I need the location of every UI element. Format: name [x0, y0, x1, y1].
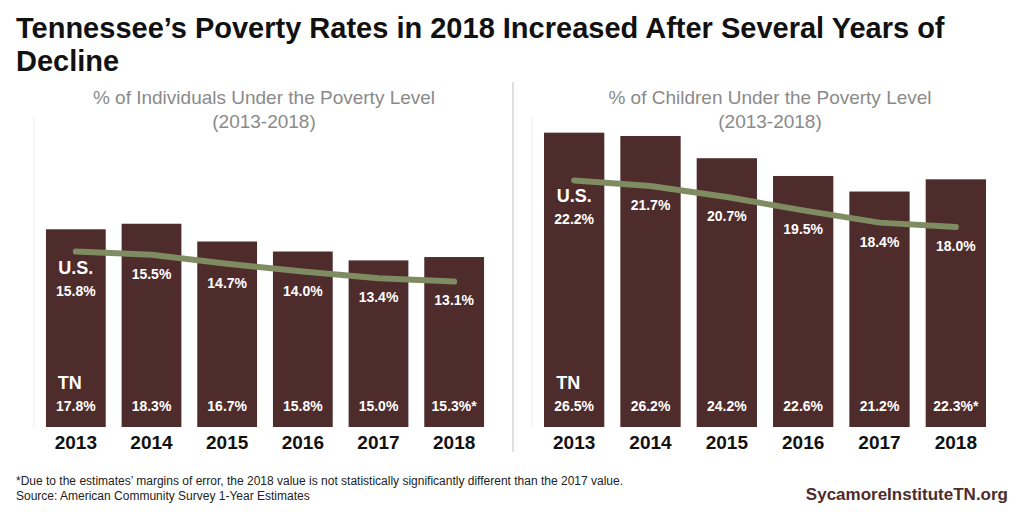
data-label: 15.5% [132, 266, 172, 282]
data-label: 15.0% [359, 398, 399, 414]
bar [273, 252, 333, 427]
data-label: 14.7% [207, 275, 247, 291]
y-axis-line [34, 116, 35, 427]
series-name: U.S. [58, 258, 93, 278]
bar [926, 179, 986, 427]
main-title: Tennessee’s Poverty Rates in 2018 Increa… [16, 12, 966, 78]
data-label: 16.7% [207, 398, 247, 414]
data-label: 26.2% [631, 398, 671, 414]
x-tick-label: 2013 [55, 432, 97, 453]
panel-title: % of Individuals Under the Poverty Level [93, 87, 435, 108]
series-name: U.S. [557, 186, 592, 206]
panel-subtitle: (2013-2018) [718, 111, 822, 132]
bar [544, 133, 604, 427]
divider [513, 82, 514, 452]
x-tick-label: 2018 [433, 432, 475, 453]
x-tick-label: 2018 [935, 432, 977, 453]
data-label: 13.1% [434, 292, 474, 308]
bar [197, 242, 257, 427]
plot-area [46, 224, 484, 427]
bar [349, 260, 409, 427]
data-label: 17.8% [56, 398, 96, 414]
data-label: 20.7% [707, 208, 747, 224]
data-label: 18.4% [860, 234, 900, 250]
data-label: 15.8% [56, 283, 96, 299]
data-label: 26.5% [554, 398, 594, 414]
series-name: TN [58, 373, 82, 393]
line [76, 252, 454, 282]
x-tick-label: 2015 [206, 432, 249, 453]
data-label: 24.2% [707, 398, 747, 414]
footnote: Source: American Community Survey 1-Year… [16, 489, 310, 503]
data-label: 14.0% [283, 283, 323, 299]
chart-canvas: % of Individuals Under the Poverty Level… [0, 0, 1024, 512]
footnote: *Due to the estimates’ margins of error,… [16, 474, 623, 488]
data-label: 21.2% [860, 398, 900, 414]
line [574, 180, 956, 227]
x-tick-label: 2013 [553, 432, 595, 453]
data-label: 21.7% [631, 197, 671, 213]
data-label: 18.3% [132, 398, 172, 414]
series-name: TN [556, 373, 580, 393]
data-label: 22.6% [783, 398, 823, 414]
data-label: 18.0% [936, 238, 976, 254]
data-label: 15.3%* [432, 398, 478, 414]
data-label: 13.4% [359, 289, 399, 305]
x-tick-label: 2016 [782, 432, 824, 453]
data-label: 22.2% [554, 211, 594, 227]
x-tick-label: 2016 [282, 432, 324, 453]
labels: 17.8% TN 18.3% 16.7% 15.8% 15.0% 15.3%* 15.8% U.… [56, 258, 477, 414]
plot-area [544, 133, 986, 427]
x-tick-label: 2014 [629, 432, 672, 453]
x-tick-label: 2017 [858, 432, 900, 453]
x-tick-label: 2014 [130, 432, 173, 453]
labels: 26.5% TN 26.2% 24.2% 22.6% 21.2% 22.3%* 22.2% U.… [554, 186, 979, 414]
panel-title: % of Children Under the Poverty Level [608, 87, 931, 108]
data-label: 15.8% [283, 398, 323, 414]
bar [46, 229, 106, 427]
y-axis-line [532, 116, 533, 427]
bar [620, 136, 680, 427]
data-label: 19.5% [783, 221, 823, 237]
x-tick-label: 2017 [357, 432, 399, 453]
data-label: 22.3%* [933, 398, 979, 414]
x-tick-label: 2015 [706, 432, 749, 453]
panel-subtitle: (2013-2018) [212, 111, 316, 132]
credit: SycamoreInstituteTN.org [806, 485, 1008, 504]
